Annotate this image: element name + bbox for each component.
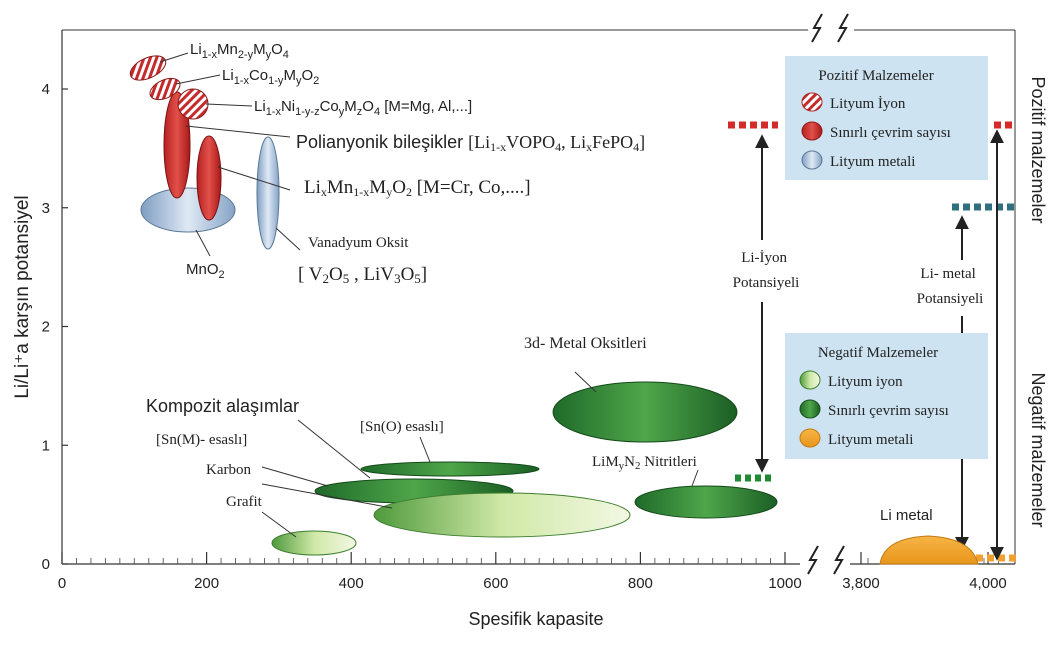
negative-legend-title: Negatif Malzemeler — [818, 345, 938, 361]
label-vanadium: Vanadyum Oksit — [308, 235, 409, 251]
li-metal-region — [879, 535, 979, 565]
limnmo2-region — [196, 135, 222, 221]
licoo2-region — [149, 77, 181, 101]
x-tick-label: 1000 — [768, 575, 801, 592]
x-tick-label: 400 — [339, 575, 364, 592]
positive-legend-item: Lityum İyon — [830, 96, 906, 112]
vanadium-oxide-region — [256, 136, 280, 250]
label-nitrides: LiMyN2 Nitritleri — [592, 454, 697, 472]
label-karbon: Karbon — [206, 462, 251, 478]
sn-o-region — [360, 461, 540, 477]
negative-legend-item: Lityum metali — [828, 432, 913, 448]
negative-legend: Negatif Malzemeler Lityum iyon Sınırlı ç… — [785, 333, 988, 459]
carbon-region — [373, 492, 631, 538]
y-tick-label: 2 — [42, 319, 50, 336]
li-metal-potential-label: Li- metal Potansiyeli — [917, 266, 984, 307]
label-mno2: MnO2 — [186, 261, 225, 281]
y-tick-label: 4 — [42, 81, 50, 98]
x-axis-ticks: 0 200 400 600 800 1000 3,800 4,000 — [58, 552, 1007, 592]
right-label-negative: Negatif malzemeler — [1028, 372, 1048, 527]
label-limn2o4: Li1-xMn2-yMyO4 — [190, 41, 289, 61]
label-grafit: Grafit — [226, 494, 263, 510]
y-tick-label: 0 — [42, 556, 50, 573]
x-tick-label: 3,800 — [842, 575, 880, 592]
x-tick-label: 800 — [628, 575, 653, 592]
label-kompozit: Kompozit alaşımlar — [146, 396, 299, 416]
label-licoo2: Li1-xCo1-yMyO2 — [222, 67, 319, 87]
label-sn-m: [Sn(M)- esaslı] — [156, 432, 247, 448]
negative-legend-item: Lityum iyon — [828, 374, 903, 390]
right-label-positive: Pozitif malzemeler — [1028, 76, 1048, 223]
x-tick-label: 600 — [483, 575, 508, 592]
negative-leader-lines — [261, 371, 699, 538]
axis-break-top — [808, 13, 854, 43]
label-limnmo2: LixMn1-xMyO2 [M=Cr, Co,....] — [304, 177, 531, 199]
li-ion-potential-label: Li-İyon Potansiyeli — [733, 250, 800, 291]
graphite-region — [271, 530, 357, 556]
label-oxides3d: 3d- Metal Oksitleri — [524, 335, 647, 352]
label-vanadium-formula: [ V2O5 , LiV3O5] — [298, 264, 427, 286]
positive-legend: Pozitif Malzemeler Lityum İyon Sınırlı ç… — [785, 56, 988, 180]
label-polyanion: Polianyonik bileşikler [Li1-xVOPO4, LixF… — [296, 132, 645, 154]
lini-region — [177, 88, 209, 120]
nitrides-region — [634, 485, 778, 519]
mno2-region — [140, 187, 236, 233]
positive-legend-item: Lityum metali — [830, 154, 915, 170]
label-lini: Li1-xNi1-y-zCoyMzO4 [M=Mg, Al,...] — [254, 98, 472, 118]
y-axis-label: Li/Li⁺a karşın potansiyel — [12, 195, 33, 398]
negative-legend-item: Sınırlı çevrim sayısı — [828, 403, 949, 419]
x-tick-label: 4,000 — [969, 575, 1007, 592]
positive-legend-item: Sınırlı çevrim sayısı — [830, 125, 951, 141]
y-tick-label: 1 — [42, 437, 50, 454]
label-li-metal: Li metal — [880, 507, 933, 524]
positive-legend-title: Pozitif Malzemeler — [818, 68, 933, 84]
oxides3d-region — [552, 381, 738, 443]
x-axis-label: Spesifik kapasite — [468, 609, 603, 629]
y-axis-ticks: 0 1 2 3 4 — [42, 81, 68, 573]
x-minor-ticks — [76, 558, 999, 564]
axis-break-bottom — [800, 545, 850, 575]
y-tick-label: 3 — [42, 200, 50, 217]
label-sn-o: [Sn(O) esaslı] — [360, 419, 444, 435]
polyanion-region — [163, 91, 191, 199]
x-tick-label: 200 — [194, 575, 219, 592]
x-tick-label: 0 — [58, 575, 66, 592]
positive-leader-lines — [159, 52, 301, 257]
